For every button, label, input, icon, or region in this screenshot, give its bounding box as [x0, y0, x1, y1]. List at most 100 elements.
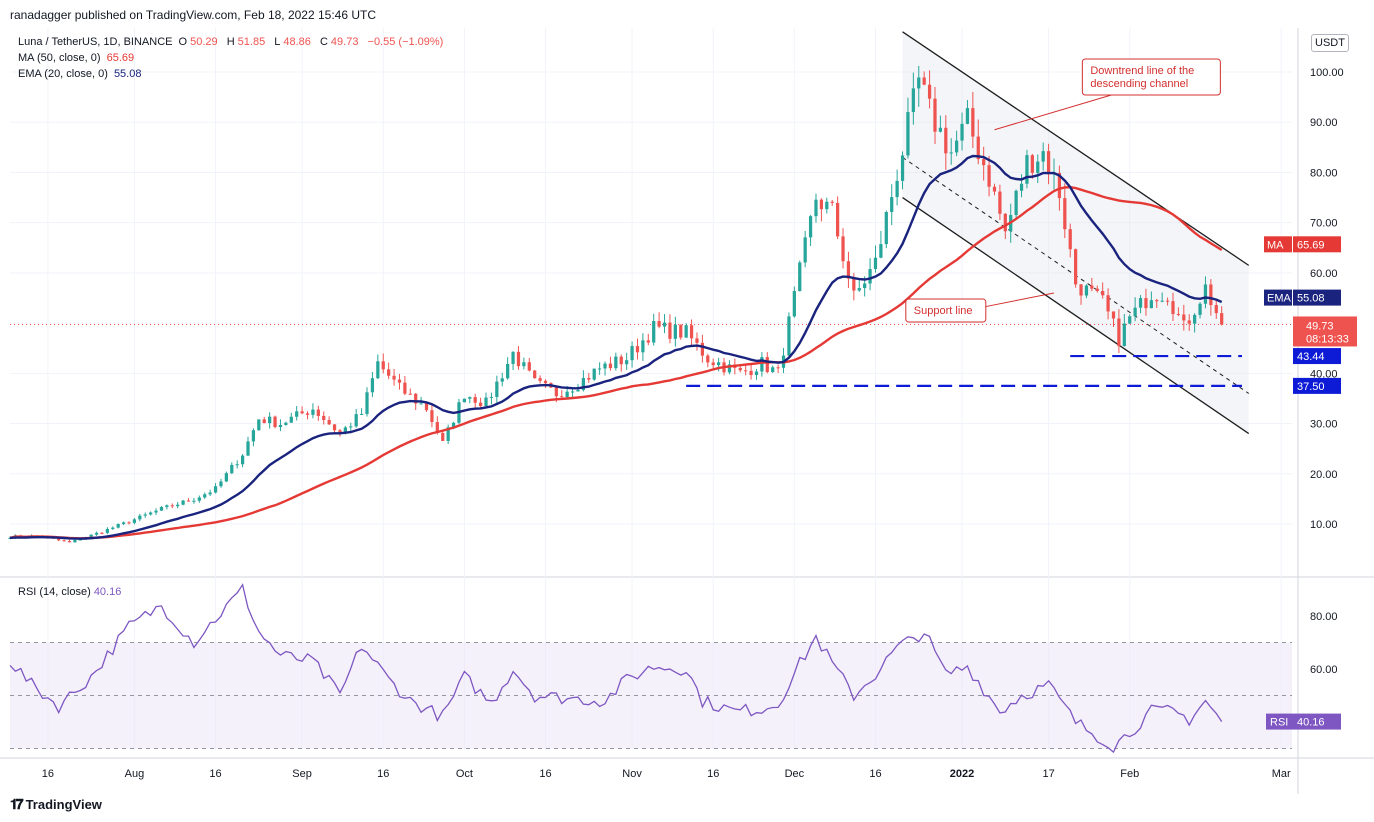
candle-body	[343, 427, 347, 434]
candle-body	[94, 532, 99, 535]
candle-body	[78, 539, 82, 541]
candle-body	[224, 473, 228, 482]
candle-body	[917, 77, 921, 89]
candle-body	[284, 422, 288, 425]
candle-body	[700, 342, 705, 356]
level-price-tag	[1293, 377, 1341, 394]
symbol-legend: Luna / TetherUS, 1D, BINANCE O 50.29 H 51.…	[18, 36, 446, 48]
tradingview-logo[interactable]: 𝟏𝟕 TradingView	[10, 796, 102, 813]
ma50-line[interactable]	[9, 185, 1223, 540]
symbol-title: Luna / TetherUS, 1D, BINANCE	[18, 36, 173, 48]
ema-legend[interactable]: EMA (20, close, 0) 55.08	[18, 68, 144, 80]
candle-body	[689, 325, 694, 339]
candle-body	[1149, 300, 1153, 309]
candle-body	[430, 410, 434, 423]
candle-body	[1090, 285, 1094, 289]
candle-body	[679, 324, 683, 338]
candle-body	[1063, 198, 1067, 230]
candle-body	[570, 391, 575, 393]
level-price-text: 37.50	[1297, 381, 1325, 393]
candle-body	[1014, 190, 1018, 215]
candle-body	[1111, 311, 1116, 319]
time-tick-label: Feb	[1120, 768, 1139, 780]
annotation-text: Support line	[914, 305, 973, 317]
upper-channel-line[interactable]	[902, 31, 1250, 266]
candle-body	[240, 455, 245, 465]
ma-legend[interactable]: MA (50, close, 0) 65.69	[18, 52, 137, 64]
candle-body	[387, 369, 391, 376]
candle-body	[170, 505, 174, 507]
candle-body	[835, 202, 840, 237]
candle-body	[295, 411, 299, 417]
candle-body	[673, 324, 677, 339]
candle-body	[533, 370, 537, 379]
candle-body	[268, 416, 272, 424]
price-tick-label: 10.00	[1310, 519, 1338, 531]
candle-body	[392, 375, 396, 380]
candle-body	[1041, 151, 1045, 162]
candle-body	[332, 424, 337, 431]
price-axis: 16 Aug 16 Sep 16 Oct 16 Nov 16 Dec 16 2022 17 Feb Mar 1…	[42, 67, 1357, 780]
candle-body	[900, 155, 905, 181]
candle-body	[376, 361, 380, 379]
candle-body	[262, 419, 266, 424]
time-tick-label: 16	[539, 768, 551, 780]
candle-body	[197, 497, 201, 501]
candle-body	[527, 362, 531, 371]
candle-body	[62, 540, 66, 542]
candle-body	[597, 368, 602, 370]
candle-body	[73, 539, 77, 543]
candle-body	[1193, 314, 1197, 324]
candle-body	[1106, 295, 1110, 312]
level-price-tag	[1293, 348, 1341, 365]
candle-body	[57, 538, 61, 541]
candle-body	[230, 464, 234, 474]
candle-body	[419, 403, 423, 405]
candle-body	[138, 515, 142, 520]
currency-button[interactable]: USDT	[1311, 34, 1349, 52]
candle-body	[506, 363, 510, 379]
ema20-line[interactable]	[9, 154, 1223, 540]
candle-body	[754, 371, 759, 376]
ma-price-text: 65.69	[1297, 239, 1325, 251]
candle-body	[203, 494, 207, 498]
candle-body	[473, 397, 477, 403]
candle-body	[716, 362, 721, 366]
rsi-line[interactable]	[9, 583, 1223, 754]
candle-body	[1122, 323, 1126, 347]
candle-body	[814, 199, 818, 217]
candle-body	[1046, 151, 1051, 175]
candle-body	[1030, 155, 1034, 173]
ma-badge-text: MA	[1267, 239, 1284, 251]
candle-body	[798, 262, 802, 292]
annotation-box[interactable]	[1081, 58, 1221, 96]
time-tick-label: 16	[869, 768, 881, 780]
candle-body	[1209, 284, 1213, 306]
candle-body	[619, 356, 623, 365]
candle-body	[208, 492, 212, 495]
candle-body	[657, 321, 661, 327]
candle-body	[516, 351, 521, 367]
candle-body	[1144, 298, 1148, 309]
price-tick-label: 60.00	[1310, 268, 1338, 280]
candle-body	[998, 191, 1002, 214]
annotation-box[interactable]	[905, 298, 987, 323]
candle-body	[381, 361, 385, 370]
rsi-legend[interactable]: RSI (14, close) 40.16	[18, 586, 121, 598]
candle-body	[289, 416, 293, 423]
candle-body	[338, 430, 342, 434]
candle-body	[213, 486, 218, 493]
candle-body	[857, 288, 861, 291]
candle-body	[316, 409, 320, 416]
candle-body	[67, 541, 72, 543]
candle-body	[668, 322, 672, 339]
publisher-caption: ranadagger published on TradingView.com,…	[10, 8, 377, 22]
lower-channel-line[interactable]	[902, 197, 1250, 435]
candle-body	[327, 420, 331, 425]
candle-body	[727, 364, 732, 373]
candle-body	[608, 363, 613, 369]
price-tick-label: 80.00	[1310, 167, 1338, 179]
time-tick-label: 16	[209, 768, 221, 780]
candle-body	[414, 393, 418, 404]
